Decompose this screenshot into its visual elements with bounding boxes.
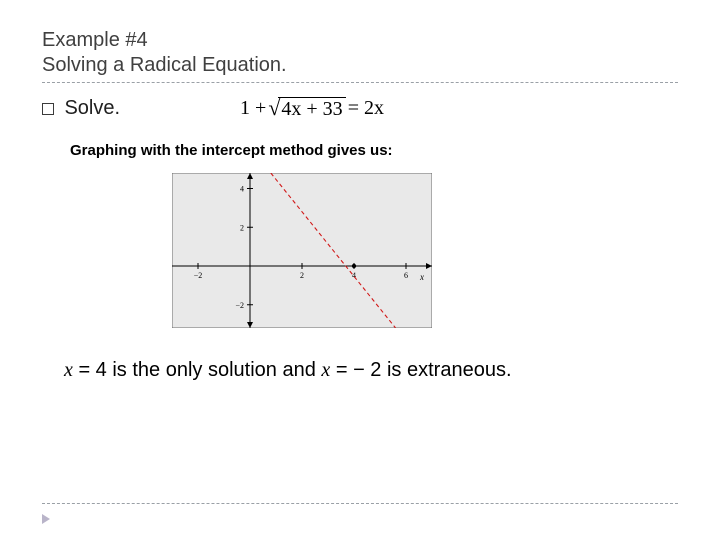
title-block: Example #4 Solving a Radical Equation. [42, 28, 678, 83]
conclusion-mid1: = 4 is the only solution and [73, 359, 322, 381]
conclusion: x = 4 is the only solution and x = − 2 i… [64, 359, 678, 382]
graph-caption: Graphing with the intercept method gives… [70, 142, 678, 159]
solve-row: Solve. 1 + √ 4x + 33 = 2x [42, 97, 678, 120]
svg-text:6: 6 [404, 271, 408, 280]
svg-text:2: 2 [240, 223, 244, 232]
footer-triangle-icon [42, 514, 50, 524]
svg-text:2: 2 [300, 271, 304, 280]
footer-rule [42, 503, 678, 504]
conclusion-var1: x [64, 359, 73, 381]
svg-text:x: x [419, 272, 424, 282]
sqrt-icon: √ 4x + 33 [268, 97, 345, 120]
svg-text:4: 4 [240, 185, 244, 194]
svg-text:−2: −2 [194, 271, 203, 280]
equation: 1 + √ 4x + 33 = 2x [240, 97, 384, 120]
svg-text:−2: −2 [235, 301, 244, 310]
bullet-square-icon [42, 103, 54, 115]
equation-radicand: 4x + 33 [278, 97, 345, 120]
title-line-1: Example #4 [42, 28, 678, 53]
title-line-2: Solving a Radical Equation. [42, 53, 678, 78]
equation-lhs-pre: 1 + [240, 97, 266, 120]
solve-label: Solve. [64, 97, 120, 119]
graph-svg: −2246−224x [172, 173, 432, 328]
equation-rhs: = 2x [348, 97, 384, 120]
graph: −2246−224x [172, 173, 678, 333]
title-rule [42, 82, 678, 83]
solve-bullet-item: Solve. [42, 97, 120, 120]
conclusion-mid2: = − 2 is extraneous. [330, 359, 511, 381]
conclusion-var2: x [321, 359, 330, 381]
